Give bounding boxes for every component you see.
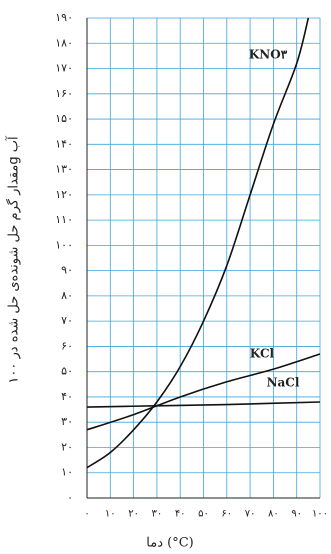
series-line [86,17,310,469]
y-tick-label: ۱۰ [61,466,73,479]
y-tick-label: ۱۷۰ [55,62,73,75]
y-tick-label: ۱۲۰ [55,188,73,201]
series-label: KCl [250,347,275,361]
y-tick-label: ۵۰ [61,365,73,378]
y-tick-label: ۸۰ [61,289,73,302]
x-tick-label: ۰ [84,509,89,520]
y-tick-label: ۱۶۰ [55,87,73,100]
y-tick-label: ۱۵۰ [55,112,73,125]
y-axis-title: مقدار گرم حل شونده‌ی حل شده در ۱۰۰g آب [5,135,22,384]
y-tick-label: ۹۰ [61,264,73,277]
x-tick-label: ۸۰ [268,509,279,520]
y-tick-label: ۲۰ [61,440,73,453]
y-tick-label: ۱۴۰ [55,137,73,150]
x-tick-label: ۲۰ [128,509,139,520]
x-tick-label: ۷۰ [245,509,256,520]
x-tick-label: ۵۰ [198,509,209,520]
x-tick-label: ۴۰ [175,509,186,520]
series-line [86,353,321,431]
y-tick-label: ۱۹۰ [55,11,73,24]
x-axis-title: دما (°C) [146,536,193,551]
y-tick-label: ۱۳۰ [55,163,73,176]
series-line [86,401,321,408]
x-tick-label: ۹۰ [291,509,302,520]
y-tick-label: ۱۸۰ [55,36,73,49]
x-tick-label: ۱۰۰ [312,509,328,520]
y-tick-label: ۷۰ [61,314,73,327]
y-tick-label: ۶۰ [61,339,73,352]
x-tick-label: ۱۰ [105,509,116,520]
series-label: KNO۳ [249,48,288,62]
y-tick-label: ۴۰ [61,390,73,403]
y-tick-label: ۰ [67,491,73,504]
x-tick-label: ۳۰ [152,509,163,520]
y-tick-label: ۱۱۰ [55,213,73,226]
y-tick-label: ۱۰۰ [55,238,73,251]
x-tick-label: ۶۰ [221,509,232,520]
y-tick-label: ۳۰ [61,415,73,428]
series-label: NaCl [267,376,300,390]
